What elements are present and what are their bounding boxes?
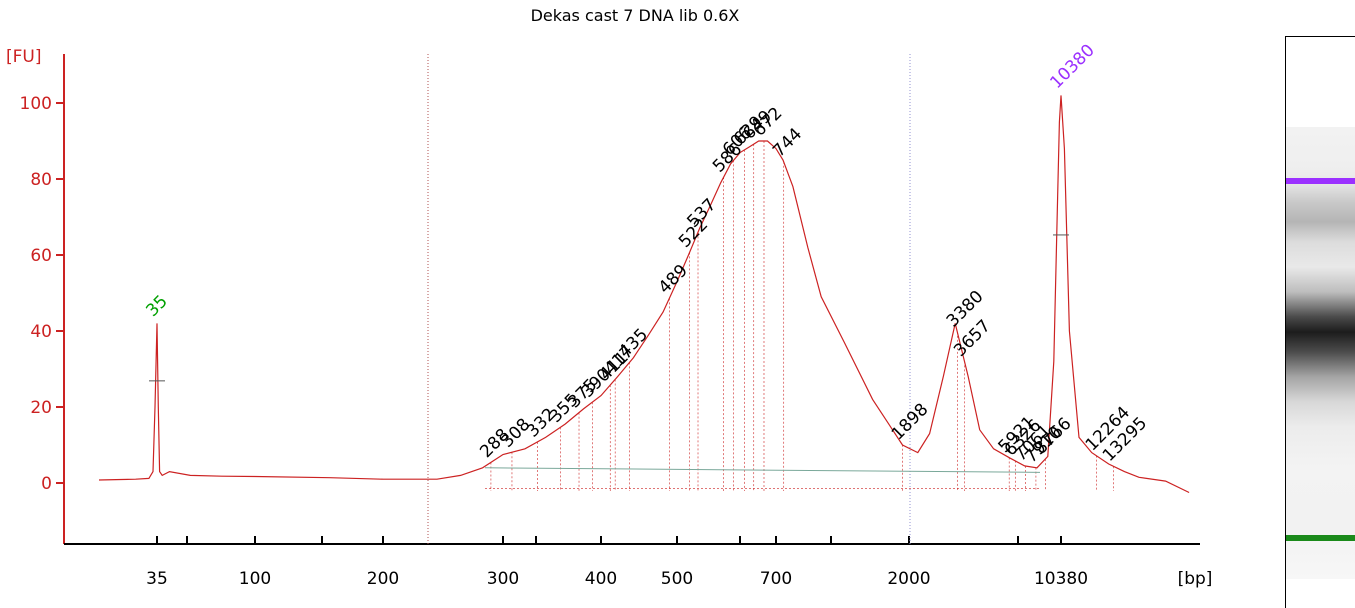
y-tick-label: 60: [30, 246, 52, 266]
gel-lower-marker-band: [1286, 535, 1355, 541]
electropherogram-chart: [FU] 0 20 40 60 80 100 35 100 200 300 400 500 700 2000…: [6, 41, 1213, 589]
x-tick-label: 100: [239, 569, 271, 589]
lower-marker-label: 35: [142, 291, 171, 320]
y-axis-label: [FU]: [6, 47, 42, 67]
chart-title: Dekas cast 7 DNA lib 0.6X: [530, 6, 740, 25]
x-tick-label: 2000: [887, 569, 930, 589]
region-baseline: [484, 467, 1041, 473]
electropherogram-trace: [98, 95, 1190, 494]
y-tick-label: 20: [30, 398, 52, 418]
peak-label: 1898: [888, 400, 933, 445]
y-tick-label: 40: [30, 322, 52, 342]
y-tick-label: 80: [30, 170, 52, 190]
upper-marker-label: 10380: [1046, 41, 1098, 93]
gel-upper-marker-band: [1286, 178, 1355, 184]
x-tick-label: 400: [585, 569, 617, 589]
gel-lane: [1286, 127, 1355, 579]
x-tick-label: 700: [760, 569, 792, 589]
x-axis-label: [bp]: [1178, 569, 1213, 589]
x-tick-label: 10380: [1034, 569, 1088, 589]
y-tick-label: 100: [20, 94, 52, 114]
y-tick-label: 0: [41, 474, 52, 494]
x-tick-label: 500: [661, 569, 693, 589]
x-tick-label: 35: [146, 569, 168, 589]
peak-label: 744: [769, 124, 806, 161]
x-tick-label: 200: [367, 569, 399, 589]
peak-label: 489: [655, 261, 692, 298]
x-tick-label: 300: [487, 569, 519, 589]
gel-image: [1285, 36, 1355, 608]
